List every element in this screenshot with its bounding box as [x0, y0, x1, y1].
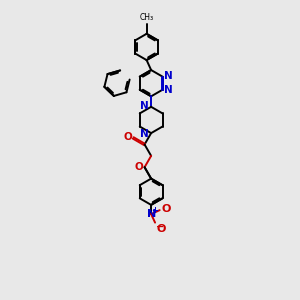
Text: O: O [161, 205, 171, 214]
Text: −: − [156, 222, 164, 232]
Text: +: + [151, 206, 158, 215]
Text: CH₃: CH₃ [140, 13, 154, 22]
Text: N: N [147, 209, 156, 219]
Text: O: O [157, 224, 166, 234]
Text: O: O [134, 162, 143, 172]
Text: O: O [123, 132, 132, 142]
Text: N: N [140, 129, 149, 139]
Text: N: N [140, 101, 149, 111]
Text: N: N [164, 85, 173, 95]
Text: N: N [164, 71, 173, 81]
